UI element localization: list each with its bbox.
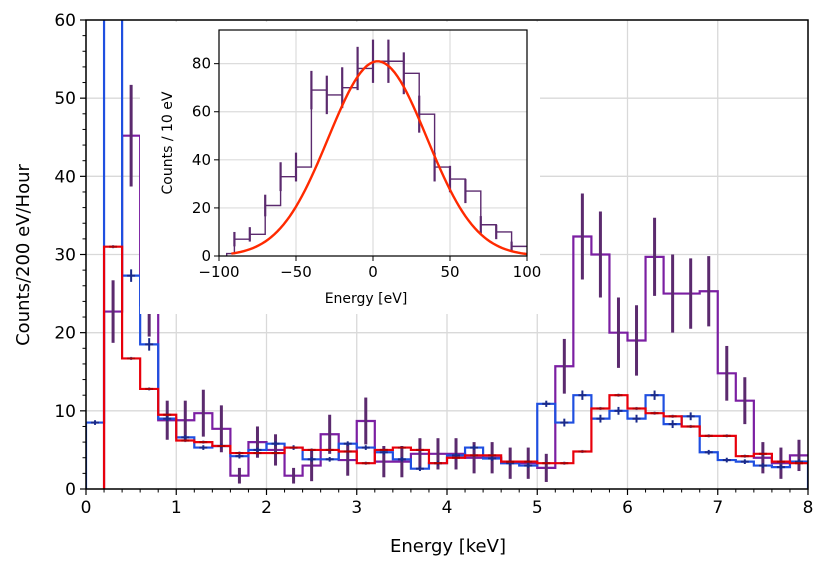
inset-x-tick-label: −100 bbox=[198, 263, 239, 281]
inset-plot-frame bbox=[218, 29, 528, 257]
inset-gaussian-fit-line bbox=[231, 60, 528, 256]
inset-y-tick-label: 0 bbox=[201, 247, 211, 265]
main-y-axis-label: Counts/200 eV/Hour bbox=[13, 164, 34, 346]
inset-x-axis-label: Energy [eV] bbox=[325, 291, 408, 307]
main-x-tick-label: 8 bbox=[803, 498, 814, 518]
inset-x-tick-label: 0 bbox=[368, 263, 378, 281]
inset-series-group bbox=[226, 39, 528, 256]
main-y-tick-label: 10 bbox=[54, 402, 76, 422]
main-x-tick-label: 5 bbox=[532, 498, 543, 518]
inset-chart: −100 −50 0 50 100 0 20 40 60 80 Energy [eV] Count… bbox=[140, 22, 541, 314]
inset-background bbox=[140, 22, 540, 314]
main-x-tick-label: 1 bbox=[171, 498, 182, 518]
main-y-tick-label: 0 bbox=[65, 480, 76, 500]
main-x-tick-label: 2 bbox=[261, 498, 272, 518]
inset-y-tick-label: 20 bbox=[192, 199, 211, 217]
main-y-tick-label: 30 bbox=[54, 246, 76, 266]
inset-y-tick-label: 80 bbox=[192, 55, 211, 73]
main-y-tick-label: 40 bbox=[54, 167, 76, 187]
inset-y-tick-label: 60 bbox=[192, 103, 211, 121]
inset-x-tick-label: 50 bbox=[440, 263, 459, 281]
main-x-tick-label: 0 bbox=[81, 498, 92, 518]
inset-y-tick-label: 40 bbox=[192, 151, 211, 169]
main-x-tick-label: 6 bbox=[622, 498, 633, 518]
main-x-tick-label: 4 bbox=[442, 498, 453, 518]
main-plot-frame bbox=[85, 19, 809, 490]
main-x-tick-label: 3 bbox=[351, 498, 362, 518]
main-y-tick-label: 60 bbox=[54, 11, 76, 31]
inset-x-tick-label: 100 bbox=[513, 263, 542, 281]
main-x-axis-label: Energy [keV] bbox=[390, 536, 506, 557]
main-y-tick-label: 50 bbox=[54, 89, 76, 109]
inset-x-tick-label: −50 bbox=[280, 263, 312, 281]
main-x-tick-label: 7 bbox=[712, 498, 723, 518]
inset-axes: −100 −50 0 50 100 0 20 40 60 80 bbox=[192, 29, 542, 281]
main-series-group bbox=[86, 20, 808, 489]
inset-y-axis-label: Counts / 10 eV bbox=[160, 91, 176, 194]
main-y-tick-label: 20 bbox=[54, 324, 76, 344]
